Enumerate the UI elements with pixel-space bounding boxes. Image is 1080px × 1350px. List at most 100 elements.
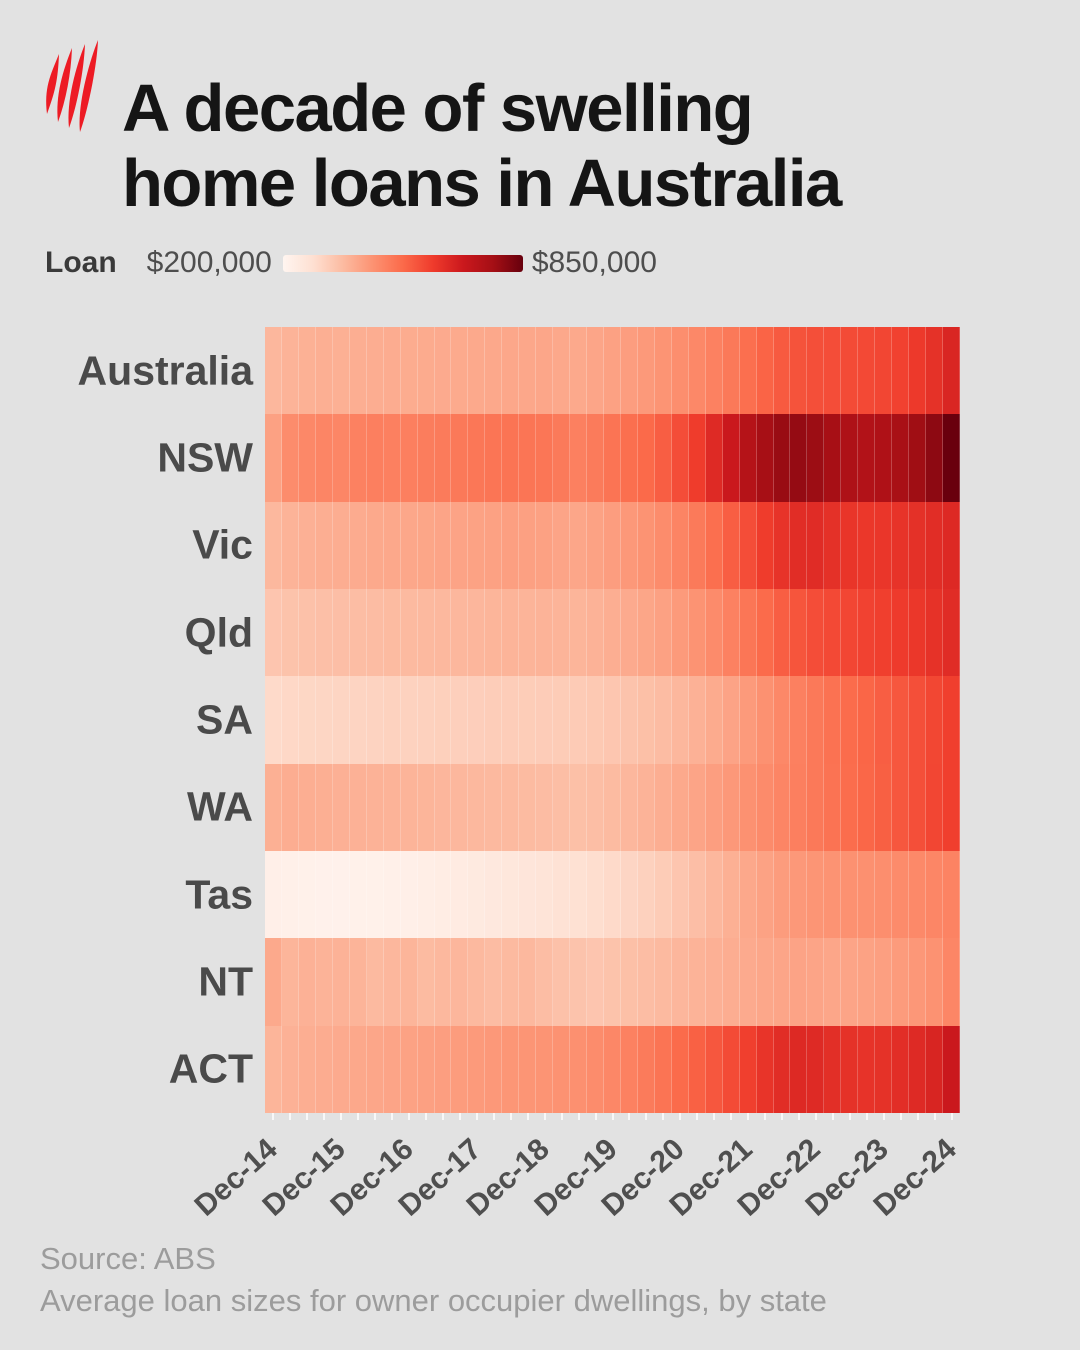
heatmap-cell [366,851,384,939]
heatmap-cell [688,414,706,502]
heatmap-cell [519,589,537,677]
x-tick [323,1113,326,1120]
heatmap-cell [281,327,299,415]
heatmap-cell [587,1025,605,1113]
heatmap-cell [451,763,469,851]
heatmap-cell [722,763,740,851]
heatmap-cell [943,1025,960,1113]
heatmap-cell [637,851,655,939]
heatmap-cell [909,589,927,677]
x-tick [509,1113,512,1120]
heatmap-cell [434,851,452,939]
heatmap-cell [671,676,689,764]
heatmap-cell [722,1025,740,1113]
heatmap-cell [570,938,588,1026]
heatmap-cell [349,501,367,589]
heatmap-cell [875,851,893,939]
heatmap-cell [417,414,435,502]
heatmap-cell [536,851,554,939]
heatmap-cell [553,327,571,415]
row-label-vic: Vic [192,521,253,568]
heatmap-cell [536,676,554,764]
x-tick [781,1113,783,1120]
heatmap-cell [790,414,808,502]
heatmap-cell [756,938,774,1026]
heatmap-cell [587,763,605,851]
heatmap-cell [298,763,316,851]
heatmap-cell [807,414,825,502]
heatmap-cell [858,327,876,415]
heatmap-cell [671,851,689,939]
heatmap-cell [688,327,706,415]
heatmap-cell [722,676,740,764]
heatmap-cell [926,501,944,589]
heatmap-cell [604,589,621,677]
heatmap-cell [807,938,825,1026]
heatmap-cell [332,1025,350,1113]
heatmap-cell [587,938,605,1026]
heatmap-cell [519,763,537,851]
logo-spike [68,44,85,128]
heatmap-cell [315,501,333,589]
heatmap-row-labels: Australia NSW Vic Qld SA WA Tas NT ACT [0,327,253,1113]
heatmap-cell [943,327,960,415]
row-label-qld: Qld [184,609,253,656]
heatmap-cell [824,327,842,415]
row-label-australia: Australia [77,347,253,394]
heatmap-cell [468,1025,486,1113]
heatmap-cell [875,501,893,589]
heatmap-cell [349,676,367,764]
heatmap-cell [468,414,486,502]
heatmap-cell [570,676,588,764]
heatmap-cell [739,1025,757,1113]
heatmap-cell [265,851,282,939]
heatmap-cell [502,414,520,502]
x-axis-ticks [265,1113,960,1121]
x-tick [408,1113,411,1120]
heatmap-cell [688,851,706,939]
heatmap-cell [892,763,910,851]
heatmap-cell [349,414,367,502]
x-axis-labels: Dec-14 Dec-15 Dec-16 Dec-17 Dec-18 Dec-19 Dec-… [189,1124,962,1244]
heatmap-cell [875,589,893,677]
heatmap-cell [265,327,282,415]
heatmap-cell [892,851,910,939]
heatmap-cell [824,589,842,677]
heatmap-cell [434,676,452,764]
heatmap-cell [265,501,282,589]
row-label-nt: NT [198,958,253,1005]
x-tick [425,1113,428,1120]
x-tick [628,1113,631,1120]
heatmap-cell [383,938,401,1026]
heatmap-cell [519,327,537,415]
heatmap-cell [332,501,350,589]
heatmap-cell [841,589,859,677]
heatmap-cell [417,589,435,677]
x-tick [764,1113,767,1120]
logo-spike [79,40,98,132]
heatmap-cell [298,327,316,415]
heatmap-cell [417,938,435,1026]
heatmap-cell [502,763,520,851]
heatmap-cell [604,414,621,502]
heatmap-cell [875,1025,893,1113]
heatmap-cell [620,1025,638,1113]
heatmap-cell [468,938,486,1026]
x-tick [662,1113,665,1120]
heatmap-cell [858,1025,876,1113]
heatmap-cell [722,938,740,1026]
heatmap-cell [451,414,469,502]
heatmap-cell [383,676,401,764]
heatmap-cell [620,938,638,1026]
heatmap-cell [620,327,638,415]
heatmap-cell [315,676,333,764]
heatmap-cell [705,589,723,677]
heatmap-cell [366,938,384,1026]
heatmap-cell [451,1025,469,1113]
heatmap-cell [637,938,655,1026]
heatmap-cell [553,414,571,502]
heatmap-cell [400,938,418,1026]
heatmap-cell [739,938,757,1026]
heatmap-cell [637,327,655,415]
heatmap-cell [570,851,588,939]
